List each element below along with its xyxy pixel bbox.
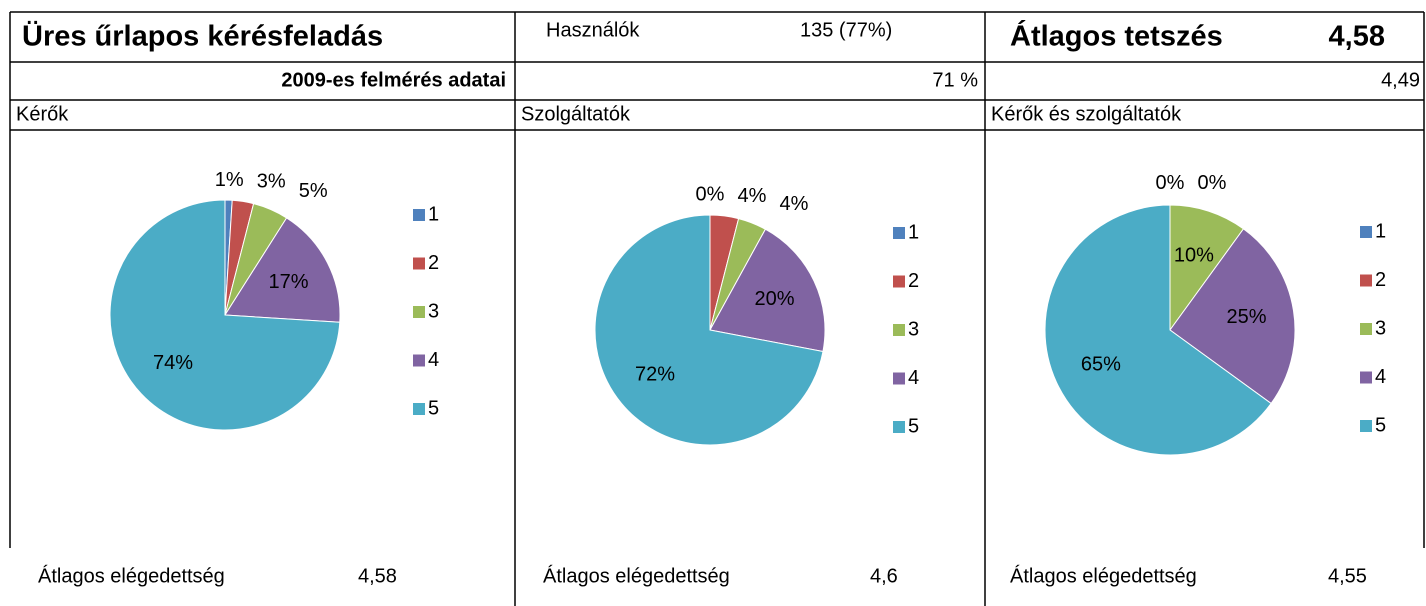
legend-swatch [1360, 420, 1372, 432]
legend-label: 1 [908, 221, 919, 243]
data-label: 4% [780, 193, 809, 215]
data-label: 25% [1227, 306, 1267, 328]
footer-value: 4,55 [1328, 565, 1367, 587]
pie-slice [224, 217, 341, 323]
users-previous: 71 % [932, 69, 978, 91]
footer-value: 4,6 [870, 565, 898, 587]
pie-slice [709, 228, 826, 353]
pie-slice [594, 214, 824, 446]
footer-label: Átlagos elégedettség [543, 564, 730, 587]
legend-label: 3 [908, 318, 919, 340]
pie-slice [1044, 204, 1272, 456]
data-label: 20% [754, 288, 794, 310]
legend-label: 4 [428, 349, 439, 371]
legend-swatch [413, 209, 425, 221]
legend-label: 5 [428, 397, 439, 419]
liking-previous: 4,49 [1381, 69, 1420, 91]
legend-swatch [1360, 226, 1372, 238]
legend-label: 5 [908, 415, 919, 437]
data-label: 3% [257, 170, 286, 192]
legend-label: 2 [908, 270, 919, 292]
legend-swatch [893, 275, 905, 288]
legend-swatch [893, 421, 905, 433]
title: Üres űrlapos kérésfeladás [22, 20, 383, 53]
legend-label: 4 [908, 367, 919, 389]
data-label: 0% [1198, 172, 1227, 194]
legend-label: 2 [1375, 269, 1386, 291]
users-label: Használók [546, 19, 640, 41]
legend-swatch [1360, 371, 1372, 384]
legend-swatch [413, 403, 425, 415]
legend-swatch [893, 324, 905, 336]
data-label: 65% [1081, 353, 1121, 375]
footer-value: 4,58 [358, 565, 397, 587]
legend-swatch [1360, 323, 1372, 335]
pie-slice [1169, 228, 1296, 405]
data-label: 72% [635, 364, 675, 386]
legend-label: 4 [1375, 366, 1386, 388]
legend-label: 5 [1375, 414, 1386, 436]
legend-swatch [413, 257, 425, 270]
data-label: 5% [299, 180, 328, 202]
legend-label: 1 [1375, 220, 1386, 242]
liking-label: Átlagos tetszés [1010, 19, 1223, 53]
data-label: 10% [1174, 245, 1214, 267]
subtitle: 2009-es felmérés adatai [281, 69, 506, 91]
liking-value: 4,58 [1329, 21, 1385, 53]
chart-title: Kérők és szolgáltatók [991, 103, 1182, 125]
legend-label: 3 [1375, 317, 1386, 339]
data-label: 1% [215, 169, 244, 191]
data-label: 74% [153, 352, 193, 374]
legend-swatch [413, 306, 425, 318]
borders [9, 11, 1425, 606]
data-label: 17% [269, 271, 309, 293]
users-value: 135 (77%) [800, 19, 892, 41]
data-label: 0% [696, 184, 725, 206]
legend-label: 2 [428, 252, 439, 274]
data-label: 0% [1156, 172, 1185, 194]
legend-swatch [413, 354, 425, 367]
pie-slice [1169, 204, 1245, 332]
legend-swatch [1360, 274, 1372, 287]
pie-slice [109, 199, 341, 431]
legend-swatch [893, 227, 905, 239]
data-label: 4% [738, 185, 767, 207]
legend-swatch [893, 372, 905, 385]
legend-label: 1 [428, 203, 439, 225]
footer-label: Átlagos elégedettség [38, 564, 225, 587]
footer-label: Átlagos elégedettség [1010, 564, 1197, 587]
legend-label: 3 [428, 300, 439, 322]
chart-title: Kérők [16, 103, 69, 125]
chart-title: Szolgáltatók [521, 103, 631, 125]
